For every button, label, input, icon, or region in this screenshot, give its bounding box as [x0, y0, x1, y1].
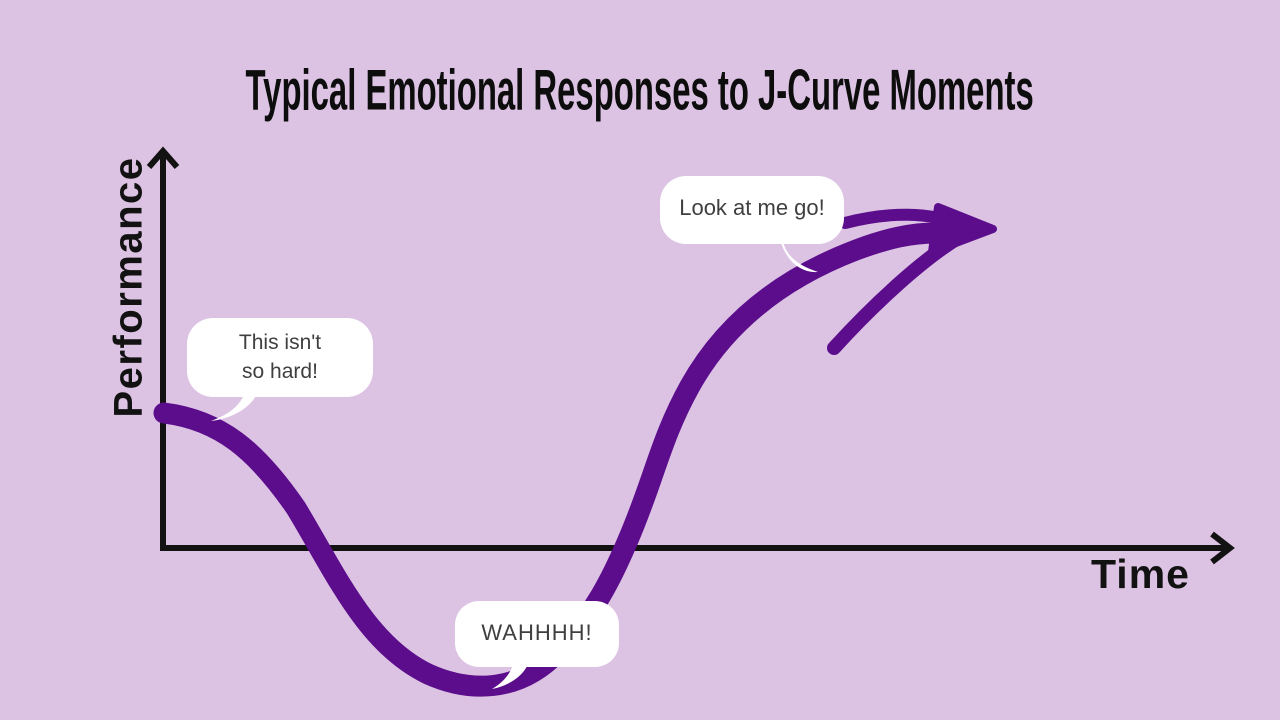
- speech-bubble-start-shape: [187, 318, 373, 421]
- y-axis-arrowhead-icon: [146, 146, 180, 169]
- speech-bubble-trough-shape: [455, 601, 619, 689]
- axes-lines: [160, 152, 1228, 551]
- arrow-lower-barb: [827, 231, 965, 355]
- x-axis-arrowhead-icon: [1210, 531, 1235, 565]
- y-axis-label: Performance: [106, 156, 151, 418]
- x-axis-label: Time: [1091, 551, 1190, 597]
- speech-bubble-rise-shape: [660, 176, 844, 273]
